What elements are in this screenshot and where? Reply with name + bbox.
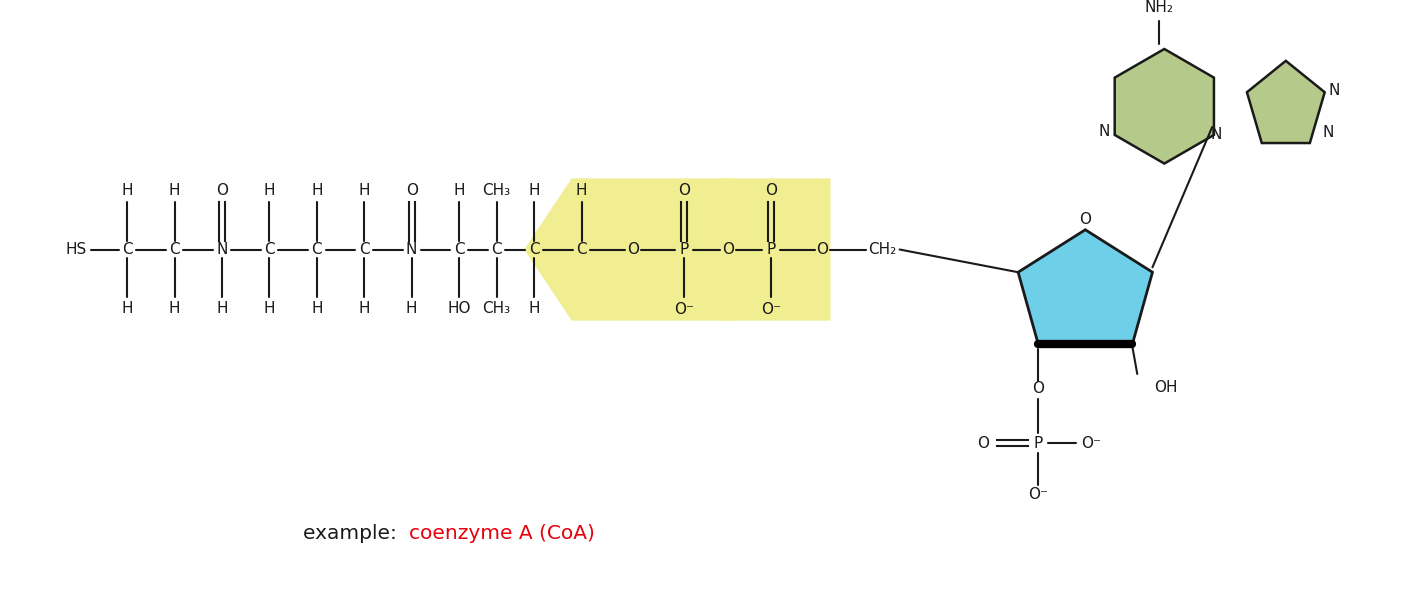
Text: O: O (977, 436, 988, 451)
Text: O: O (1032, 381, 1045, 396)
Text: H: H (121, 183, 133, 198)
Text: P: P (767, 242, 775, 257)
Text: H: H (359, 301, 370, 316)
Text: HS: HS (65, 242, 86, 257)
Text: CH₃: CH₃ (483, 301, 511, 316)
Text: HO: HO (448, 301, 470, 316)
Text: O⁻: O⁻ (1028, 487, 1048, 502)
Text: O: O (1079, 212, 1091, 227)
Text: N: N (407, 242, 418, 257)
Text: N: N (1099, 124, 1110, 140)
Text: NH₂: NH₂ (1145, 0, 1173, 15)
Text: P: P (679, 242, 689, 257)
Text: C: C (491, 242, 501, 257)
Text: C: C (121, 242, 133, 257)
Polygon shape (524, 178, 733, 321)
Text: H: H (264, 183, 275, 198)
Text: H: H (528, 301, 539, 316)
Text: H: H (264, 301, 275, 316)
Text: C: C (453, 242, 465, 257)
Text: H: H (169, 301, 181, 316)
Text: P: P (1034, 436, 1043, 451)
Text: O: O (816, 242, 829, 257)
Text: O: O (627, 242, 638, 257)
Text: H: H (453, 183, 465, 198)
Text: H: H (169, 183, 181, 198)
Text: N: N (1329, 83, 1340, 98)
Text: O: O (405, 183, 418, 198)
Text: N: N (1323, 125, 1334, 140)
Text: H: H (121, 301, 133, 316)
Text: C: C (359, 242, 370, 257)
Text: H: H (311, 301, 322, 316)
Text: H: H (216, 301, 227, 316)
Text: H: H (576, 183, 587, 198)
Text: O⁻: O⁻ (761, 302, 781, 318)
Text: H: H (311, 183, 322, 198)
Text: N: N (216, 242, 227, 257)
Text: O: O (216, 183, 227, 198)
Text: O⁻: O⁻ (675, 302, 695, 318)
Polygon shape (1247, 61, 1324, 143)
Text: H: H (359, 183, 370, 198)
Text: C: C (169, 242, 179, 257)
Text: C: C (312, 242, 322, 257)
Text: H: H (405, 301, 418, 316)
Polygon shape (675, 178, 830, 321)
Text: O: O (678, 183, 690, 198)
Text: C: C (530, 242, 539, 257)
Polygon shape (1114, 49, 1214, 164)
Text: example:: example: (304, 525, 404, 544)
Text: OH: OH (1154, 380, 1178, 395)
Polygon shape (1018, 230, 1152, 345)
Text: H: H (528, 183, 539, 198)
Text: O: O (722, 242, 734, 257)
Text: CH₃: CH₃ (483, 183, 511, 198)
Text: C: C (576, 242, 587, 257)
Text: O: O (765, 183, 777, 198)
Text: N: N (1210, 128, 1221, 142)
Text: O⁻: O⁻ (1082, 436, 1101, 451)
Text: C: C (264, 242, 275, 257)
Text: coenzyme A (CoA): coenzyme A (CoA) (408, 525, 594, 544)
Text: CH₂: CH₂ (868, 242, 897, 257)
